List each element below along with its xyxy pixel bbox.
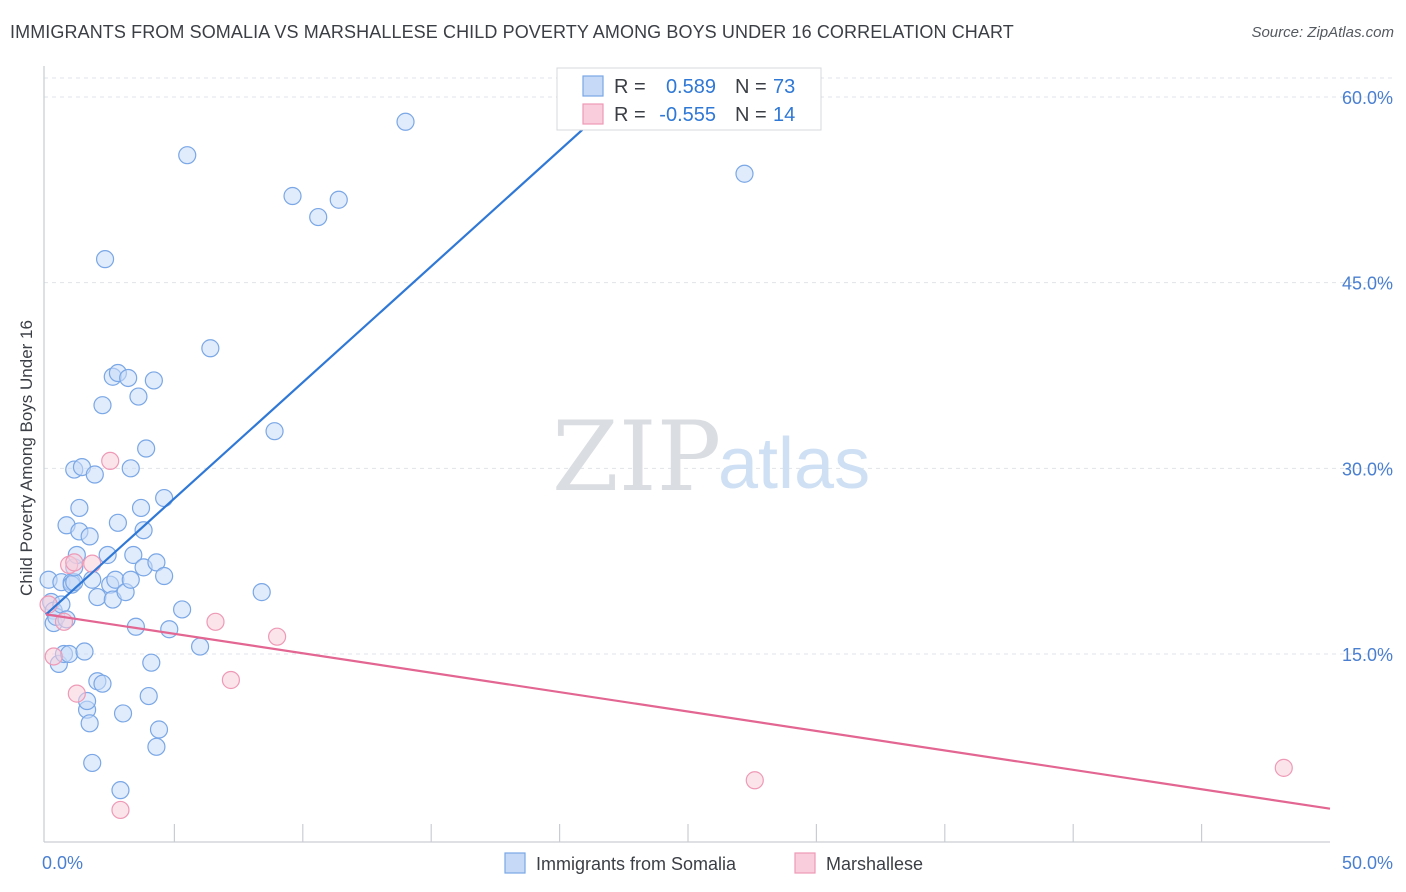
point-somalia [111,781,130,800]
points-layer [39,112,1293,820]
legend-top-n-value: 73 [773,76,795,98]
legend-top-n-value: 14 [773,104,795,126]
watermark-zip: ZIP [552,401,721,513]
point-somalia [155,488,174,508]
point-somalia [80,527,99,546]
point-somalia [735,164,754,183]
y-tick-label: 15.0% [1342,645,1393,665]
point-marshallese [39,595,58,614]
point-somalia [108,513,128,532]
point-marshallese [44,647,63,666]
point-marshallese [1274,758,1293,777]
grid-layer [44,77,1394,655]
point-somalia [113,704,133,723]
legend-swatch-somalia [504,852,526,874]
legend-bottom: Immigrants from Somalia Marshallese [504,852,923,874]
point-somalia [129,387,148,406]
point-somalia [137,439,156,458]
point-somalia [119,368,138,388]
point-somalia [80,714,99,733]
point-marshallese [65,553,84,572]
point-somalia [60,644,79,664]
trendline-marshallese [45,613,1331,810]
y-axis-label: Child Poverty Among Boys Under 16 [17,320,36,596]
legend-top-n-label: N = [735,104,767,126]
axes-layer [43,66,1330,843]
legend-top: R = 0.589 N = 73 R = -0.555 N = 14 [556,67,822,131]
point-somalia [144,371,163,390]
legend-top-swatch-somalia [582,75,604,97]
x-tick-label: 0.0% [42,853,83,873]
point-somalia [252,583,271,602]
legend-label-somalia: Immigrants from Somalia [536,854,737,874]
point-somalia [98,545,117,565]
point-somalia [121,459,140,478]
point-somalia [134,521,153,540]
legend-top-swatch-marshallese [582,103,604,125]
point-somalia [139,686,158,706]
point-marshallese [101,451,120,471]
legend-top-r-value: -0.555 [659,104,716,126]
point-marshallese [221,670,240,690]
point-marshallese [83,554,102,573]
point-somalia [121,570,140,589]
point-marshallese [111,800,130,820]
watermark-atlas: atlas [718,424,870,504]
point-marshallese [206,612,225,631]
point-somalia [149,720,169,739]
point-somalia [147,553,166,572]
legend-swatch-marshallese [794,852,816,874]
point-somalia [160,620,179,639]
point-somalia [88,587,107,607]
y-tick-label: 60.0% [1342,88,1393,108]
point-somalia [190,637,210,656]
point-somalia [201,339,220,358]
source-label: Source: ZipAtlas.com [1251,24,1394,41]
ticks-layer: 15.0% 30.0% 45.0% 60.0% 0.0% 50.0% [42,88,1393,873]
point-somalia [85,465,104,484]
point-somalia [178,146,197,165]
watermark: ZIP atlas [552,401,870,513]
point-somalia [396,112,415,131]
point-somalia [147,737,166,756]
point-somalia [283,186,302,206]
legend-top-r-label: R = [614,76,646,98]
y-tick-label: 30.0% [1342,459,1393,479]
y-tick-label: 45.0% [1342,274,1393,294]
point-somalia [93,396,112,415]
chart-title: IMMIGRANTS FROM SOMALIA VS MARSHALLESE C… [10,22,1014,42]
point-somalia [75,642,94,661]
point-marshallese [67,684,86,703]
legend-top-r-value: 0.589 [666,76,716,98]
legend-label-marshallese: Marshallese [826,854,923,874]
legend-top-r-label: R = [614,104,646,126]
point-somalia [142,653,161,672]
legend-top-n-label: N = [735,76,767,98]
point-somalia [70,498,89,518]
point-somalia [309,207,328,227]
point-somalia [124,545,143,565]
point-somalia [93,674,112,693]
point-somalia [329,190,348,209]
point-somalia [83,753,102,773]
x-tick-label: 50.0% [1342,853,1393,873]
trend-layer [45,96,1331,810]
point-marshallese [268,627,287,646]
point-somalia [95,250,115,269]
point-somalia [155,566,174,586]
point-somalia [173,600,192,619]
point-somalia [131,498,151,518]
point-somalia [265,422,284,441]
point-marshallese [745,771,764,790]
trendline-somalia [45,96,620,616]
